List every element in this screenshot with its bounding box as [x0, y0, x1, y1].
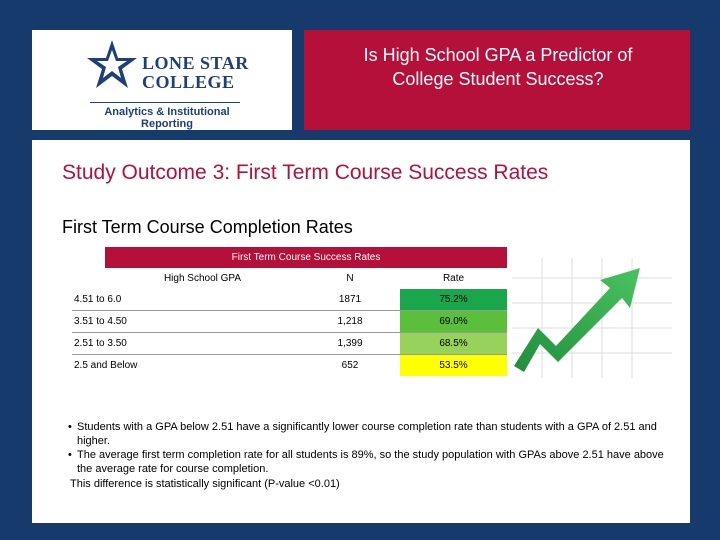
- table-row: 4.51 to 6.0 1871 75.2%: [72, 289, 507, 310]
- upward-trend-arrow-icon: [512, 258, 672, 378]
- column-header-rate: Rate: [442, 273, 465, 284]
- outcome-title: Study Outcome 3: First Term Course Succe…: [62, 161, 549, 184]
- significance-note: This difference is statistically signifi…: [70, 478, 340, 490]
- rate-cell: 53.5%: [400, 355, 507, 376]
- logo-subtitle-line1: Analytics & Institutional: [104, 106, 230, 118]
- slide-title-line1: Is High School GPA a Predictor of: [363, 45, 633, 65]
- column-header-n: N: [346, 273, 354, 284]
- logo-name-line1: LONE STAR: [142, 53, 249, 73]
- table-row: 3.51 to 4.50 1,218 69.0%: [72, 311, 507, 332]
- star-logo-icon: [87, 40, 137, 88]
- rate-cell: 68.5%: [400, 333, 507, 354]
- content-panel: Study Outcome 3: First Term Course Succe…: [32, 140, 690, 523]
- table-caption: First Term Course Success Rates: [105, 247, 507, 268]
- bullet-icon: •: [68, 449, 72, 461]
- n-cell: 1,218: [337, 316, 363, 327]
- table-header-row: High School GPA N Rate: [105, 268, 507, 289]
- row-divider: [72, 332, 507, 333]
- logo-subtitle: Analytics & Institutional Reporting: [87, 106, 247, 130]
- logo-subtitle-line2: Reporting: [141, 118, 193, 130]
- list-item: • The average first term completion rate…: [68, 448, 668, 476]
- rate-cell: 69.0%: [400, 311, 507, 332]
- gpa-cell: 4.51 to 6.0: [74, 294, 122, 305]
- logo-divider: [90, 102, 240, 103]
- gpa-cell: 2.51 to 3.50: [74, 338, 127, 349]
- logo-name: LONE STAR COLLEGE: [142, 54, 249, 92]
- bullet-icon: •: [68, 421, 72, 433]
- title-banner: Is High School GPA a Predictor of Colleg…: [304, 30, 690, 130]
- slide-title-line2: College Student Success?: [392, 69, 604, 89]
- list-item: • Students with a GPA below 2.51 have a …: [68, 420, 668, 448]
- logo-name-line2: COLLEGE: [142, 72, 235, 92]
- n-cell: 652: [341, 360, 359, 371]
- rate-cell: 75.2%: [400, 289, 507, 310]
- findings-list: • Students with a GPA below 2.51 have a …: [68, 420, 668, 491]
- table-row: 2.5 and Below 652 53.5%: [72, 355, 507, 376]
- row-divider: [72, 354, 507, 355]
- n-cell: 1871: [338, 294, 362, 305]
- logo-panel: LONE STAR COLLEGE Analytics & Institutio…: [32, 30, 292, 130]
- table-row: 2.51 to 3.50 1,399 68.5%: [72, 333, 507, 354]
- n-cell: 1,399: [337, 338, 363, 349]
- slide-title: Is High School GPA a Predictor of Colleg…: [318, 43, 678, 91]
- column-header-gpa: High School GPA: [163, 273, 242, 284]
- gpa-cell: 3.51 to 4.50: [74, 316, 127, 327]
- gpa-cell: 2.5 and Below: [74, 360, 138, 371]
- row-divider: [72, 310, 507, 311]
- bullet-text: Students with a GPA below 2.51 have a si…: [77, 421, 657, 447]
- bullet-text: The average first term completion rate f…: [77, 449, 664, 475]
- completion-heading: First Term Course Completion Rates: [62, 217, 353, 237]
